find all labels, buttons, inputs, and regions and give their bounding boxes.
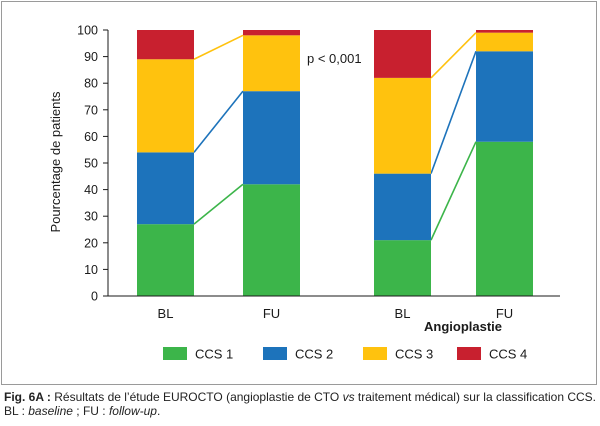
legend-swatch (163, 347, 187, 360)
caption-bl: BL : (4, 404, 29, 418)
x-axis-labels: BL FU BL FU (158, 306, 514, 321)
bar-segment-ccs-1 (137, 224, 194, 296)
caption-text-2: traitement médical) sur la classificatio… (354, 390, 597, 404)
group-label-angioplastie: Angioplastie (424, 319, 502, 334)
bar-segment-ccs-1 (374, 240, 431, 296)
bar-segment-ccs-2 (243, 91, 300, 185)
bar-segment-ccs-2 (476, 51, 533, 142)
x-tick-label: BL (158, 306, 174, 321)
connector-line (193, 34, 244, 60)
bars (137, 30, 533, 296)
caption-vs: vs (342, 390, 355, 404)
caption-line-1: Fig. 6A : Résultats de l’étude EUROCTO (… (4, 390, 596, 404)
caption-label: Fig. 6A : (4, 390, 51, 404)
caption-text-1: Résultats de l’étude EUROCTO (angioplast… (50, 390, 343, 404)
bar-segment-ccs-3 (137, 59, 194, 153)
bar-segment-ccs-1 (243, 184, 300, 296)
y-tick-label: 60 (84, 130, 98, 144)
y-axis-label: Pourcentage de patients (48, 91, 63, 232)
bar-segment-ccs-4 (374, 30, 431, 78)
x-tick-label: FU (496, 306, 513, 321)
legend-label: CCS 1 (195, 347, 233, 362)
bar-segment-ccs-4 (243, 30, 300, 36)
bar-segment-ccs-4 (476, 30, 533, 33)
bar-segment-ccs-2 (137, 152, 194, 225)
y-tick-label: 80 (84, 77, 98, 91)
y-tick-label: 100 (77, 24, 98, 38)
x-tick-label: BL (395, 306, 411, 321)
y-tick-label: 30 (84, 210, 98, 224)
bar-segment-ccs-3 (476, 32, 533, 52)
legend-label: CCS 3 (395, 347, 433, 362)
y-tick-label: 0 (91, 290, 98, 304)
bar-segment-ccs-3 (374, 77, 431, 174)
legend-swatch (363, 347, 387, 360)
connector-line (193, 90, 244, 153)
connector-line (430, 141, 477, 241)
legend: CCS 1 CCS 2 CCS 3 CCS 4 (163, 347, 527, 362)
legend-label: CCS 4 (489, 347, 527, 362)
y-tick-label: 90 (84, 50, 98, 64)
y-tick-label: 50 (84, 157, 98, 171)
p-value-annotation: p < 0,001 (307, 51, 362, 66)
stacked-bar-chart: Pourcentage de patients 0 10 20 30 40 50 60 70 8… (48, 24, 560, 362)
y-tick-label: 20 (84, 236, 98, 250)
legend-swatch (457, 347, 481, 360)
caption-end: . (156, 404, 161, 418)
y-axis: 0 10 20 30 40 50 60 70 80 90 100 (77, 24, 560, 304)
connector-lines (193, 32, 477, 241)
bar-segment-ccs-4 (137, 30, 194, 60)
y-tick-label: 70 (84, 103, 98, 117)
caption-line-2: BL : baseline ; FU : follow-up. (4, 404, 596, 418)
figure-caption: Fig. 6A : Résultats de l’étude EUROCTO (… (4, 390, 596, 418)
y-tick-label: 40 (84, 183, 98, 197)
legend-label: CCS 2 (295, 347, 333, 362)
caption-followup: follow-up (108, 404, 157, 418)
connector-line (430, 32, 477, 79)
bar-segment-ccs-1 (476, 141, 533, 296)
bar-segment-ccs-3 (243, 35, 300, 92)
caption-baseline: baseline (28, 404, 73, 418)
legend-swatch (263, 347, 287, 360)
y-tick-label: 10 (84, 263, 98, 277)
x-tick-label: FU (263, 306, 280, 321)
connector-line (430, 51, 477, 174)
connector-line (193, 183, 244, 225)
bar-segment-ccs-2 (374, 173, 431, 241)
caption-mid: ; FU : (72, 404, 109, 418)
